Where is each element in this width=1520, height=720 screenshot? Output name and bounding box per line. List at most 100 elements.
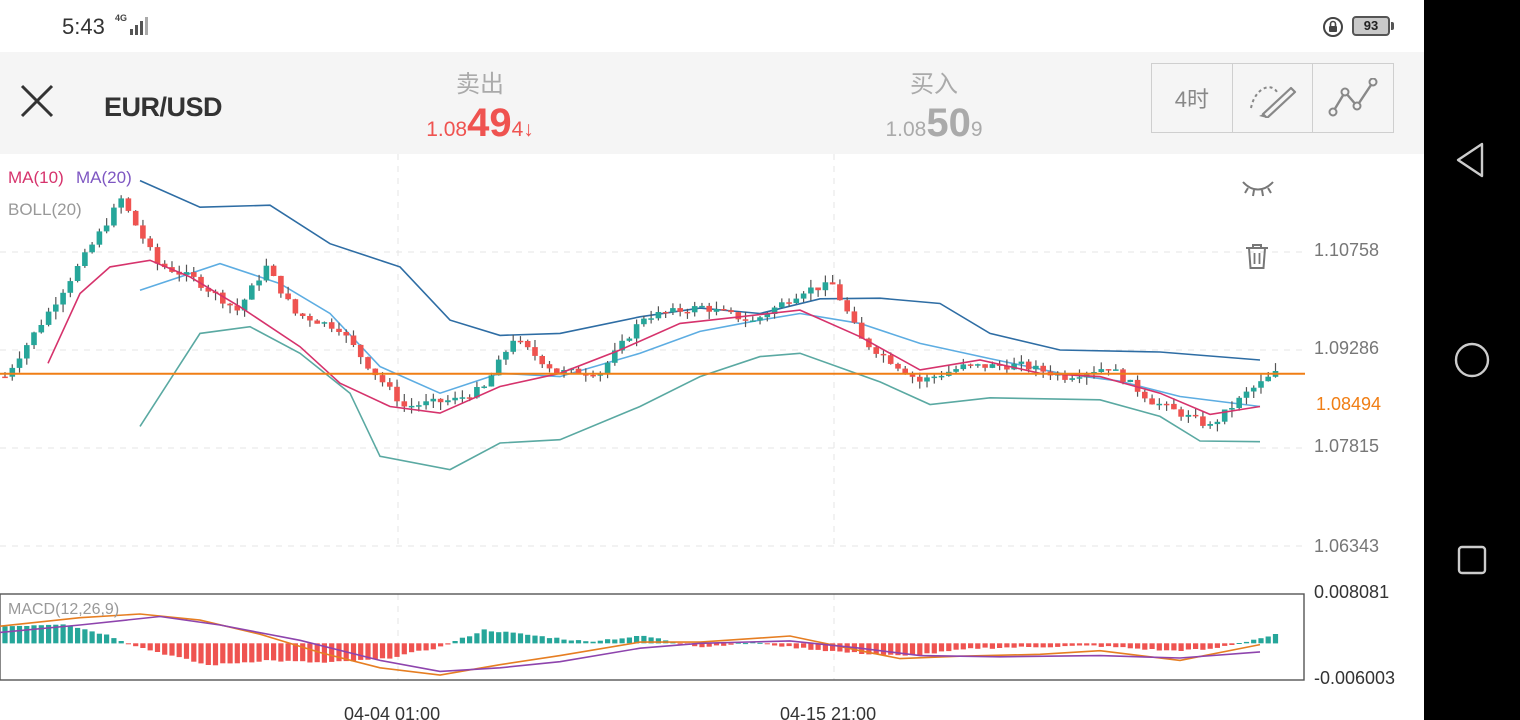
indicator-button[interactable]	[1313, 64, 1393, 132]
back-triangle-icon[interactable]	[1448, 136, 1496, 184]
hide-eye-icon[interactable]	[1240, 176, 1276, 200]
candle-body	[227, 303, 233, 306]
candle-body	[590, 374, 596, 377]
macd-bar	[278, 643, 284, 662]
candle-body	[524, 341, 531, 348]
macd-bar	[53, 624, 59, 644]
macd-bar	[968, 643, 974, 649]
candle-body	[1243, 391, 1250, 398]
candle-body	[154, 247, 161, 264]
macd-bar	[692, 643, 698, 647]
candle-body	[220, 292, 226, 304]
candle-body	[1185, 414, 1192, 417]
macd-bar	[1265, 636, 1271, 644]
network-label: 4G	[115, 13, 128, 23]
close-icon[interactable]	[14, 78, 60, 124]
macd-bar	[750, 642, 756, 644]
macd-bar	[626, 637, 632, 644]
buy-price-suffix: 9	[970, 118, 983, 141]
macd-bar	[365, 643, 371, 660]
candle-body	[416, 405, 422, 407]
candle-body	[430, 398, 437, 402]
candle-body	[1142, 391, 1148, 399]
macd-bar	[1062, 643, 1068, 647]
sell-quote-button[interactable]: 卖出 1.08494↓	[380, 64, 580, 146]
macd-bar	[31, 625, 37, 644]
candle-body	[750, 320, 756, 322]
chart-area[interactable]: MA(10) MA(20) BOLL(20) MACD(12,26,9) 1.1…	[0, 154, 1424, 720]
macd-bar	[503, 631, 509, 644]
macd-bar	[1200, 643, 1206, 650]
price-tick-label: 1.10758	[1314, 240, 1380, 260]
candle-body	[365, 357, 371, 369]
candle-body	[394, 386, 400, 402]
candle-body	[459, 397, 466, 399]
candle-body	[89, 244, 95, 253]
candle-body	[357, 344, 364, 358]
candle-body	[604, 362, 611, 374]
macd-histogram	[2, 624, 1279, 666]
macd-bar	[242, 643, 248, 663]
candle-body	[1120, 369, 1126, 382]
buy-quote-button[interactable]: 买入 1.08509	[834, 64, 1034, 146]
price-chart[interactable]	[0, 154, 1424, 720]
recents-square-icon[interactable]	[1448, 536, 1496, 584]
candle-body	[1040, 365, 1046, 372]
candle-body	[917, 376, 923, 382]
time-axis-label: 04-15 21:00	[780, 704, 877, 720]
candle-body	[1229, 408, 1235, 410]
home-circle-icon[interactable]	[1448, 336, 1496, 384]
macd-bar	[16, 625, 23, 644]
macd-bar	[401, 643, 407, 655]
candle-body	[1178, 409, 1184, 417]
macd-bar	[1149, 643, 1155, 649]
macd-bar	[1018, 643, 1024, 647]
macd-bar	[1055, 643, 1061, 647]
legend-boll: BOLL(20)	[8, 200, 82, 219]
macd-bar	[873, 643, 879, 655]
macd-bar	[24, 626, 30, 644]
macd-bar	[997, 643, 1003, 648]
macd-bar	[975, 643, 981, 649]
candle-body	[481, 386, 487, 388]
trade-header: EUR/USD 卖出 1.08494↓ 买入 1.08509 4时	[0, 52, 1424, 154]
price-tick-label: 1.09286	[1314, 338, 1380, 358]
candle-body	[829, 282, 836, 285]
candle-body	[82, 252, 88, 266]
bollinger-bands	[139, 179, 1261, 471]
macd-bar	[372, 643, 378, 660]
candle-body	[183, 272, 190, 275]
macd-bar	[336, 643, 342, 662]
candle-body	[307, 316, 313, 321]
macd-bar	[837, 643, 843, 652]
candle-body	[902, 368, 908, 374]
macd-bar	[931, 643, 937, 654]
macd-bar	[801, 643, 807, 648]
chart-grid	[0, 154, 1305, 680]
time-axis-label: 04-04 01:00	[344, 704, 441, 720]
macd-bar	[1084, 643, 1090, 646]
trash-icon[interactable]	[1243, 242, 1271, 270]
macd-panel-frame	[0, 593, 1305, 681]
macd-bar	[387, 643, 393, 659]
candle-body	[713, 309, 720, 312]
drawing-tool-button[interactable]	[1233, 64, 1314, 132]
candle-body	[895, 363, 901, 369]
candle-body	[1200, 416, 1206, 426]
macd-bar	[1171, 643, 1177, 651]
macd-bar	[946, 643, 952, 652]
macd-bar	[82, 629, 88, 644]
macd-bar	[1127, 643, 1133, 649]
macd-bar	[706, 643, 712, 647]
macd-bar	[249, 643, 255, 663]
candle-body	[924, 377, 930, 382]
macd-bar	[554, 637, 560, 644]
macd-bar	[1047, 643, 1053, 648]
timeframe-button[interactable]: 4时	[1152, 64, 1233, 132]
candle-body	[1214, 421, 1221, 425]
macd-bar	[1113, 643, 1119, 648]
macd-bar	[1156, 643, 1162, 651]
macd-bar	[125, 643, 131, 645]
chart-tool-group: 4时	[1151, 63, 1394, 133]
candle-body	[401, 401, 408, 407]
